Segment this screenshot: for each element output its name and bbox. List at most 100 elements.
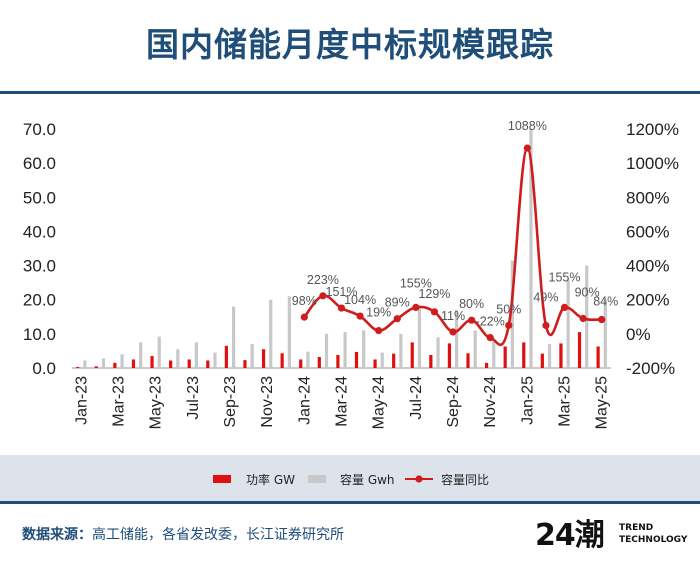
yoy-point xyxy=(579,314,587,323)
power-bar xyxy=(503,346,507,368)
logo-text: TREND TECHNOLOGY xyxy=(619,522,687,546)
legend-label-capacity: 容量 Gwh xyxy=(340,472,395,487)
x-tick-label: Jul-23 xyxy=(185,376,202,420)
power-bar xyxy=(410,342,414,368)
power-bar xyxy=(354,351,359,368)
yoy-data-label: 49% xyxy=(533,290,558,304)
logo-text-line2: TECHNOLOGY xyxy=(619,535,688,545)
chart: 0.0 10.0 20.0 30.0 40.0 50.0 60.0 70.0 -200% 0% 20… xyxy=(23,119,679,429)
capacity-bar xyxy=(362,330,366,368)
y-right-tick-label: -200% xyxy=(626,359,675,378)
yoy-data-label: 223% xyxy=(307,273,339,287)
page-title: 国内储能月度中标规模跟踪 xyxy=(146,25,554,64)
power-bar xyxy=(169,360,173,368)
yoy-point xyxy=(375,327,383,335)
y-left-tick-label: 70.0 xyxy=(23,120,56,139)
capacity-bar xyxy=(120,354,124,368)
yoy-data-label: 11% xyxy=(441,309,465,323)
footer: 数据来源：高工储能，各省发改委，长江证券研究所 24潮 TREND TECHNO… xyxy=(0,504,700,566)
power-bar xyxy=(373,359,377,368)
power-bar xyxy=(392,353,396,368)
yoy-point xyxy=(300,313,308,321)
yoy-data-label: 98% xyxy=(292,294,317,308)
capacity-bar xyxy=(231,306,236,368)
capacity-bar xyxy=(287,296,291,368)
yoy-data-label: 19% xyxy=(366,306,391,320)
y-left-tick-label: 60.0 xyxy=(23,154,56,173)
yoy-point xyxy=(505,321,513,329)
capacity-bar xyxy=(510,260,514,368)
x-tick-label: Mar-24 xyxy=(334,376,351,427)
power-bar xyxy=(187,359,191,368)
power-bar xyxy=(336,355,340,368)
power-bar xyxy=(206,360,210,368)
capacity-bar xyxy=(547,344,552,368)
x-tick-label: Jan-23 xyxy=(73,376,90,425)
bottom-divider xyxy=(0,501,700,504)
x-tick-label: May-25 xyxy=(594,376,611,429)
y-right-tick-label: 400% xyxy=(626,257,669,276)
yoy-data-label: 151% xyxy=(326,285,358,299)
capacity-bar xyxy=(83,360,87,368)
power-bar xyxy=(522,342,526,368)
y-right-tick-label: 0% xyxy=(626,325,651,344)
yoy-point xyxy=(337,304,346,312)
x-tick-label: Nov-23 xyxy=(259,376,276,428)
power-bar xyxy=(317,357,321,368)
power-bar xyxy=(540,353,544,368)
y-left-tick-label: 0.0 xyxy=(32,359,56,378)
x-tick-label: Sep-24 xyxy=(445,376,462,428)
capacity-bar xyxy=(306,351,310,368)
capacity-bar xyxy=(176,349,180,368)
capacity-bar xyxy=(157,336,161,368)
source-note: 数据来源：高工储能，各省发改委，长江证券研究所 xyxy=(22,524,344,544)
logo-text-line1: TREND xyxy=(619,523,654,533)
yoy-data-label: 50% xyxy=(496,302,521,316)
yoy-point xyxy=(430,308,439,316)
capacity-bar xyxy=(566,279,570,368)
y-right-tick-label: 800% xyxy=(626,188,669,207)
yoy-data-label: 90% xyxy=(575,285,600,299)
power-bar xyxy=(94,366,98,368)
yoy-data-label: 155% xyxy=(400,276,432,290)
yoy-point xyxy=(523,144,531,152)
power-bar xyxy=(224,345,228,368)
yoy-data-label: 84% xyxy=(593,295,618,309)
yoy-data-label: 155% xyxy=(549,270,581,284)
capacity-bar xyxy=(455,309,459,368)
yoy-data-label: 129% xyxy=(418,287,450,301)
yoy-point xyxy=(598,315,606,324)
capacity-bar xyxy=(250,344,254,368)
y-right-tick-label: 1000% xyxy=(626,154,679,173)
x-tick-label: May-23 xyxy=(148,376,165,429)
capacity-bar xyxy=(194,342,199,368)
capacity-bar xyxy=(399,333,403,368)
capacity-bar xyxy=(529,129,533,368)
yoy-data-label: 1088% xyxy=(508,119,547,133)
legend-swatch-power xyxy=(213,475,231,483)
brand-logo: 24潮 TREND TECHNOLOGY xyxy=(535,516,687,556)
capacity-bar xyxy=(324,333,329,368)
legend-swatch-capacity xyxy=(308,475,326,483)
capacity-bar xyxy=(213,352,217,368)
source-label: 数据来源： xyxy=(22,527,92,543)
capacity-bar xyxy=(139,342,143,368)
capacity-bar xyxy=(269,299,273,368)
yoy-point xyxy=(449,328,457,336)
x-tick-label: Jul-24 xyxy=(408,376,425,420)
power-bar xyxy=(596,346,600,368)
y-left-tick-label: 50.0 xyxy=(23,188,56,207)
yoy-point xyxy=(393,315,401,323)
power-bar xyxy=(429,355,433,368)
power-bar xyxy=(559,343,563,368)
yoy-point xyxy=(560,303,569,311)
power-bar xyxy=(131,359,136,368)
yoy-point xyxy=(412,303,420,311)
power-bar xyxy=(113,362,117,368)
y-left-tick-label: 10.0 xyxy=(23,325,56,344)
y-right-tick-label: 200% xyxy=(626,291,669,310)
power-bar xyxy=(299,359,303,368)
yoy-data-label: -22% xyxy=(476,315,505,329)
x-tick-label: Nov-24 xyxy=(482,376,499,428)
power-bar xyxy=(447,343,452,368)
